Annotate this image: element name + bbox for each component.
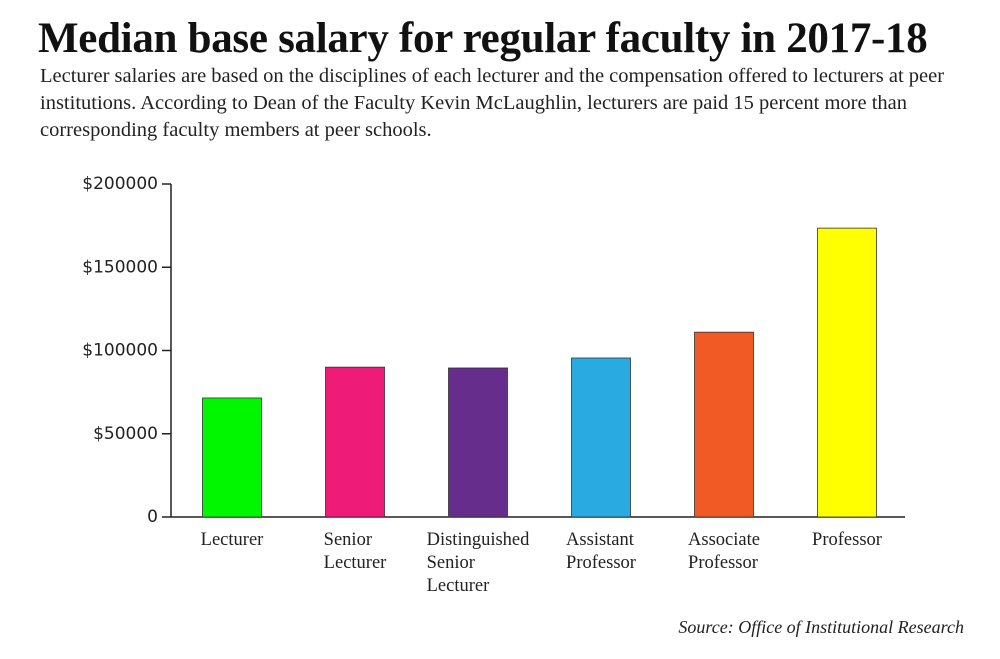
chart-subtitle: Lecturer salaries are based on the disci…	[40, 65, 945, 141]
y-tick-label: $100000	[82, 341, 158, 361]
y-tick-label: $200000	[82, 174, 158, 194]
x-tick-label: Lecturer	[200, 530, 264, 550]
source-note: Source: Office of Institutional Research	[678, 617, 964, 637]
bar	[817, 227, 877, 518]
y-tick-label: $150000	[82, 257, 158, 277]
bar	[325, 366, 385, 518]
x-tick-label: Senior Lecturer	[323, 530, 387, 573]
x-tick-label: Associate Professor	[688, 530, 760, 573]
bar	[202, 397, 262, 518]
bar	[694, 331, 754, 518]
bar	[571, 357, 631, 518]
x-tick-label: Professor	[812, 530, 882, 550]
chart-title: Median base salary for regular faculty i…	[38, 15, 928, 62]
y-tick-label: 0	[147, 507, 158, 527]
x-tick-label: Assistant Professor	[566, 530, 636, 573]
x-tick-label: Distinguished Senior Lecturer	[426, 530, 530, 596]
bar	[448, 367, 508, 518]
y-tick-label: $50000	[93, 424, 158, 444]
